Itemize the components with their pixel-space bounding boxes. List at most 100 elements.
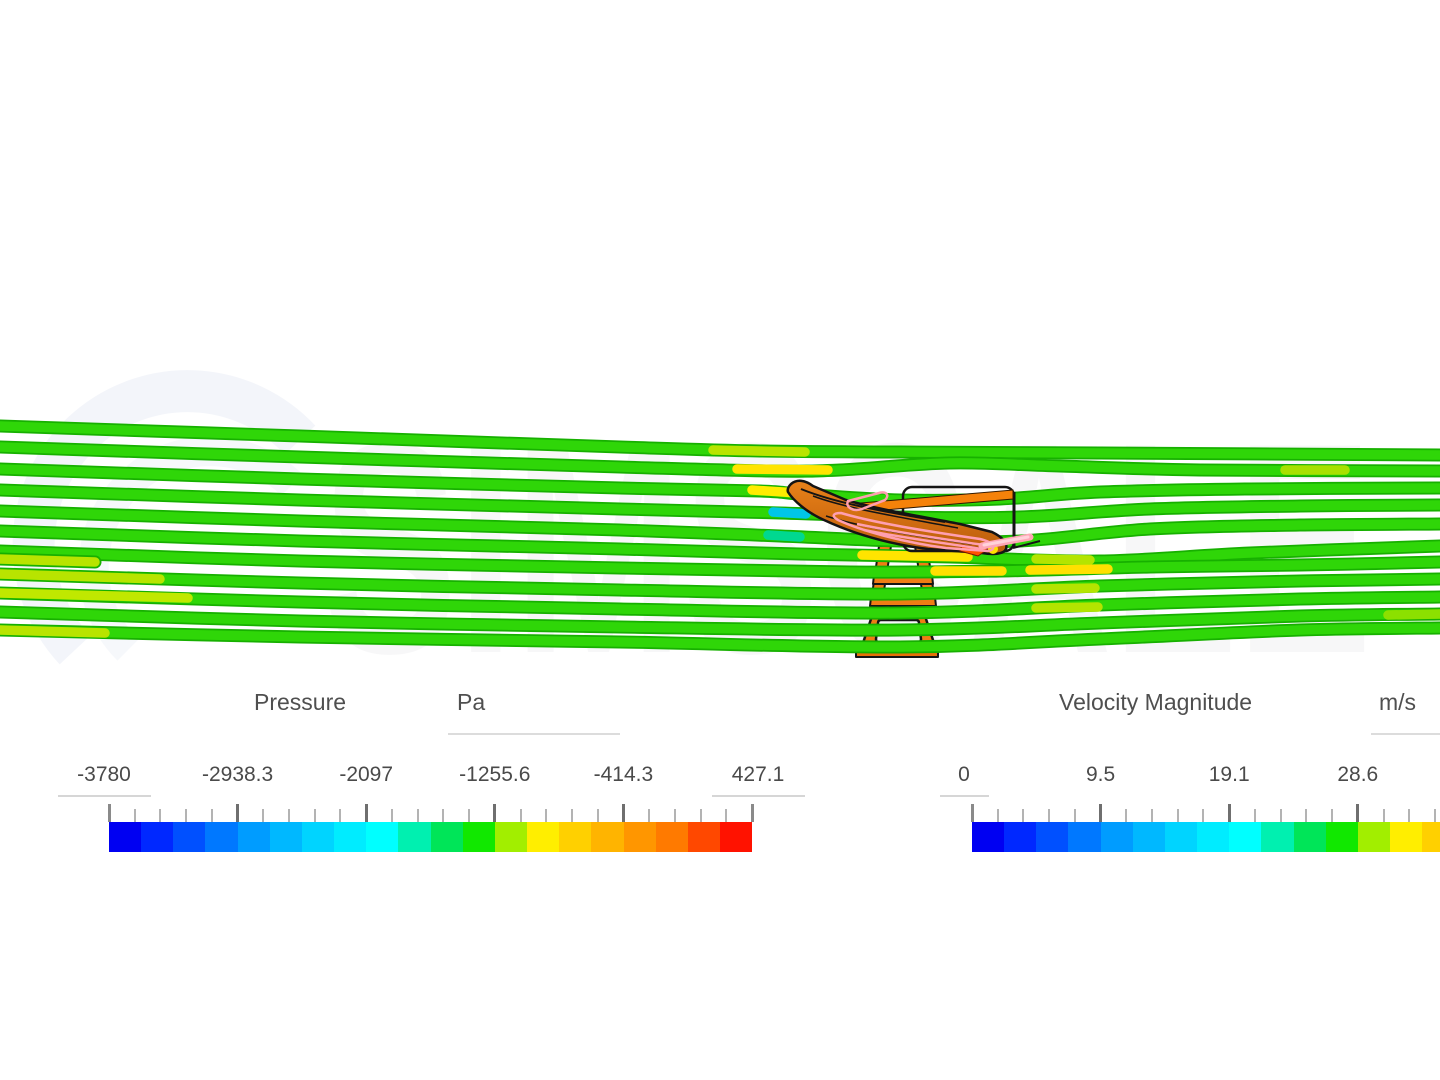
- pressure-colorbar-segment: [334, 822, 367, 852]
- pressure-colorbar-segment: [269, 822, 302, 852]
- streamline-colored-segment: [1031, 554, 1095, 565]
- pressure-colorbar-segment: [559, 822, 592, 852]
- streamline-colored-segment: [0, 625, 110, 638]
- streamline-colored-segment: [768, 507, 811, 519]
- streamline-colored-segment: [1025, 564, 1113, 575]
- velocity-scale-tick: [1305, 809, 1308, 822]
- velocity-colorbar-segment: [1100, 822, 1133, 852]
- velocity-scale-tick: [1099, 804, 1103, 822]
- velocity-legend-title: Velocity Magnitude: [1059, 689, 1253, 715]
- pressure-scale-tick: [416, 809, 419, 822]
- velocity-colorbar-segment: [1132, 822, 1165, 852]
- pressure-scale-tick: [750, 804, 754, 822]
- velocity-colorbar-segment: [1357, 822, 1391, 852]
- pressure-colorbar-segment: [205, 822, 238, 852]
- pressure-scale-tick: [545, 809, 548, 822]
- streamline-colored-segment: [708, 445, 810, 457]
- velocity-tick-label: 19.1: [1208, 763, 1250, 786]
- pressure-legend-title: Pressure: [254, 689, 347, 715]
- velocity-tick-label: 28.6: [1337, 763, 1379, 786]
- pressure-colorbar-segment: [655, 822, 688, 852]
- velocity-colorbar-segment: [1261, 822, 1294, 852]
- pitot-stick-highlight: [982, 535, 1030, 547]
- pressure-colorbar-segment: [141, 822, 174, 852]
- pressure-tick-label-underline: [57, 795, 151, 797]
- pressure-colorbar-segment: [719, 822, 753, 852]
- pressure-scale-tick: [621, 804, 625, 822]
- streamline-tube: [0, 569, 1440, 599]
- velocity-colorbar-segment: [1325, 822, 1358, 852]
- pressure-scale-tick: [390, 809, 393, 822]
- streamline-colored-segment: [732, 464, 833, 475]
- pressure-colorbar-segment: [301, 822, 335, 852]
- velocity-scale-tick: [1176, 809, 1179, 822]
- velocity-colorbar-segment: [972, 822, 1005, 852]
- pressure-scale-tick: [519, 809, 522, 822]
- pressure-scale-tick: [648, 809, 651, 822]
- pressure-unit-underline: [448, 733, 620, 735]
- velocity-tick-label: 0: [958, 763, 970, 786]
- pressure-scale-tick: [339, 809, 342, 822]
- velocity-colorbar-segment: [1068, 822, 1101, 852]
- velocity-colorbar-segment: [1036, 822, 1069, 852]
- streamline-colored-segment: [0, 588, 193, 603]
- velocity-scale-tick: [1331, 809, 1334, 822]
- pressure-scale-tick: [725, 809, 728, 822]
- velocity-scale-tick: [1073, 809, 1076, 822]
- pressure-tick-label-underline: [711, 795, 805, 797]
- velocity-colorbar: [972, 822, 1440, 852]
- velocity-tick-label: 9.5: [1085, 763, 1116, 786]
- pressure-scale-tick: [570, 809, 573, 822]
- pressure-tick-label: -2938.3: [201, 763, 274, 786]
- pressure-colorbar-segment: [591, 822, 624, 852]
- streamline-colored-segment: [1031, 583, 1100, 594]
- streamline-tube: [0, 588, 1440, 618]
- pressure-colorbar-segment: [366, 822, 399, 852]
- streamline-colored-segment: [0, 569, 165, 584]
- velocity-legend-unit: m/s: [1379, 689, 1417, 715]
- velocity-scale-tick: [1408, 809, 1411, 822]
- pressure-tick-label: -414.3: [593, 763, 654, 786]
- velocity-colorbar-segment: [1229, 822, 1262, 852]
- velocity-scale-tick: [1125, 809, 1128, 822]
- pressure-scale-tick: [468, 809, 471, 822]
- velocity-scale-tick: [1253, 809, 1256, 822]
- pressure-colorbar-segment: [527, 822, 560, 852]
- streamline-colored-segment: [857, 550, 973, 562]
- pressure-colorbar-segment: [687, 822, 720, 852]
- velocity-colorbar-segment: [1390, 822, 1423, 852]
- pressure-colorbar: [109, 822, 753, 852]
- velocity-scale-tick: [970, 804, 974, 822]
- pressure-tick-label: -3780: [77, 763, 131, 786]
- pressure-colorbar-segment: [494, 822, 528, 852]
- velocity-colorbar-segment: [1004, 822, 1037, 852]
- pressure-legend-unit: Pa: [457, 689, 486, 715]
- velocity-scale-tick: [1048, 809, 1051, 822]
- velocity-colorbar-segment: [1197, 822, 1230, 852]
- pressure-scale-tick: [699, 809, 702, 822]
- velocity-scale-tick: [1227, 804, 1231, 822]
- velocity-scale-tick: [1433, 809, 1436, 822]
- velocity-scale-tick: [1202, 809, 1205, 822]
- pressure-tick-label: 427.1: [731, 763, 785, 786]
- pressure-scale-tick: [210, 809, 213, 822]
- streamline-tube: [0, 526, 1440, 566]
- streamline-colored-segment: [1383, 609, 1440, 620]
- wing-model: [786, 479, 1041, 557]
- velocity-unit-underline: [1371, 733, 1440, 735]
- pressure-scale-tick: [236, 804, 240, 822]
- pressure-scale-tick: [313, 809, 316, 822]
- pressure-scale-tick: [288, 809, 291, 822]
- velocity-scale-tick: [1151, 809, 1154, 822]
- pressure-colorbar-segment: [173, 822, 206, 852]
- velocity-colorbar-segment: [1164, 822, 1198, 852]
- streamline-colored-segment: [763, 530, 805, 542]
- pressure-scale-tick: [596, 809, 599, 822]
- pressure-colorbar-segment: [237, 822, 270, 852]
- streamline-tube: [0, 506, 1440, 547]
- streamline-tube: [0, 623, 1440, 652]
- streamline-tube: [0, 607, 1440, 635]
- pressure-scale-tick: [262, 809, 265, 822]
- velocity-scale-tick: [996, 809, 999, 822]
- streamline-tube: [0, 546, 1440, 577]
